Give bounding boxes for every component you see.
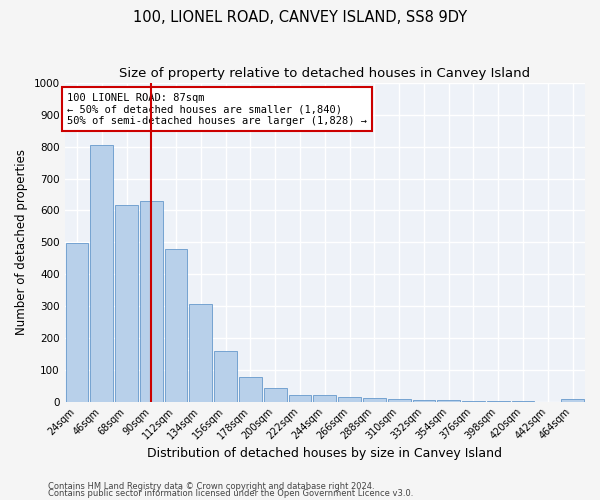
Bar — [437, 400, 460, 402]
Bar — [190, 304, 212, 402]
Bar — [462, 400, 485, 402]
Bar — [115, 205, 138, 402]
Bar — [214, 351, 237, 402]
Text: 100 LIONEL ROAD: 87sqm
← 50% of detached houses are smaller (1,840)
50% of semi-: 100 LIONEL ROAD: 87sqm ← 50% of detached… — [67, 92, 367, 126]
Bar — [313, 395, 336, 402]
Bar — [289, 394, 311, 402]
Bar — [487, 401, 509, 402]
Bar — [91, 145, 113, 402]
Bar — [264, 388, 287, 402]
Text: Contains public sector information licensed under the Open Government Licence v3: Contains public sector information licen… — [48, 490, 413, 498]
Bar — [413, 400, 436, 402]
Bar — [338, 397, 361, 402]
Bar — [140, 201, 163, 402]
Text: 100, LIONEL ROAD, CANVEY ISLAND, SS8 9DY: 100, LIONEL ROAD, CANVEY ISLAND, SS8 9DY — [133, 10, 467, 25]
Text: Contains HM Land Registry data © Crown copyright and database right 2024.: Contains HM Land Registry data © Crown c… — [48, 482, 374, 491]
Bar — [363, 398, 386, 402]
Bar — [561, 399, 584, 402]
Y-axis label: Number of detached properties: Number of detached properties — [15, 150, 28, 336]
X-axis label: Distribution of detached houses by size in Canvey Island: Distribution of detached houses by size … — [147, 447, 502, 460]
Bar — [65, 244, 88, 402]
Bar — [239, 376, 262, 402]
Bar — [388, 400, 410, 402]
Title: Size of property relative to detached houses in Canvey Island: Size of property relative to detached ho… — [119, 68, 530, 80]
Bar — [164, 250, 187, 402]
